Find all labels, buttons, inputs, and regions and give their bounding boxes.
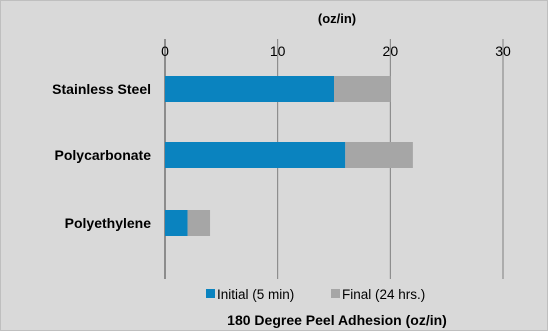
category-label: Stainless Steel (52, 81, 151, 97)
x-axis-title: 180 Degree Peel Adhesion (oz/in) (227, 312, 447, 328)
x-tick-label: 10 (270, 43, 286, 59)
legend-label: Final (24 hrs.) (342, 287, 425, 302)
legend-label: Initial (5 min) (217, 287, 294, 302)
bar-segment (334, 76, 391, 102)
category-label: Polycarbonate (55, 147, 152, 163)
bar-segment (187, 210, 211, 236)
x-tick-labels: 0 10 20 30 (161, 43, 511, 59)
x-tick-label: 20 (383, 43, 399, 59)
legend-swatch (206, 289, 215, 298)
category-label: Polyethylene (65, 215, 152, 231)
category-labels: Stainless Steel Polycarbonate Polyethylene (52, 81, 151, 231)
x-tick-label: 0 (161, 43, 169, 59)
bar-segment (165, 142, 346, 168)
legend-swatch (331, 289, 340, 298)
x-tick-label: 30 (495, 43, 511, 59)
bars (165, 76, 413, 236)
bar-segment (165, 210, 188, 236)
axis-unit-label: (oz/in) (318, 11, 356, 26)
bar-segment (345, 142, 413, 168)
bar-segment (165, 76, 334, 102)
legend: Initial (5 min) Final (24 hrs.) (206, 287, 425, 302)
